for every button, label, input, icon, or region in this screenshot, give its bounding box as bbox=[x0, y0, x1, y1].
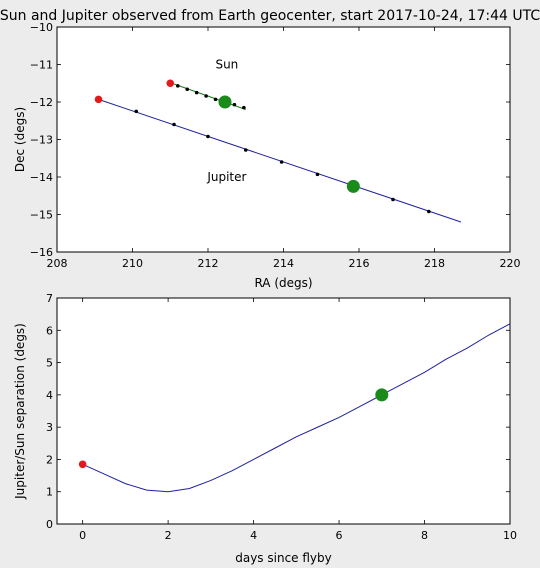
separation-y-tick-label: 5 bbox=[46, 357, 53, 370]
jupiter-daily-point bbox=[315, 172, 320, 177]
jupiter-daily-point bbox=[279, 160, 284, 164]
jupiter-daily-point bbox=[206, 134, 210, 139]
figure-title: Sun and Jupiter observed from Earth geoc… bbox=[0, 8, 540, 24]
sun-current-marker bbox=[218, 95, 232, 109]
sun-daily-point bbox=[204, 94, 208, 98]
jupiter-current-marker bbox=[346, 179, 360, 193]
separation-y-tick-label: 1 bbox=[46, 486, 53, 499]
jupiter-track-line bbox=[98, 98, 462, 223]
separation-x-tick-label: 6 bbox=[336, 529, 343, 542]
radec-x-tick-label: 218 bbox=[424, 257, 445, 270]
separation-y-tick-label: 3 bbox=[46, 421, 53, 434]
jupiter-start-marker bbox=[94, 95, 103, 104]
radec-y-tick-label: −13 bbox=[30, 134, 53, 147]
sun-daily-point bbox=[213, 97, 218, 102]
sun-start-marker bbox=[166, 79, 175, 88]
radec-y-tick-label: −10 bbox=[30, 21, 53, 34]
separation-plot-area bbox=[56, 297, 511, 525]
separation-y-tick-label: 6 bbox=[46, 324, 53, 337]
radec-plot-area bbox=[56, 26, 511, 253]
sun-daily-point bbox=[232, 102, 237, 107]
radec-y-tick-label: −14 bbox=[30, 171, 53, 184]
radec-x-tick-label: 212 bbox=[198, 257, 219, 270]
jupiter-daily-point bbox=[134, 109, 139, 114]
jupiter-daily-point bbox=[172, 122, 176, 127]
radec-x-tick-label: 210 bbox=[122, 257, 143, 270]
separation-x-tick-label: 8 bbox=[421, 529, 428, 542]
separation-chart: 0 2 4 6 8 10 0 1 2 3 4 5 6 7 days since flyby Jupiter/S… bbox=[13, 292, 517, 565]
radec-y-tick-label: −16 bbox=[30, 246, 53, 259]
radec-x-tick-label: 220 bbox=[500, 257, 521, 270]
radec-x-tick-label: 214 bbox=[273, 257, 294, 270]
radec-x-axis-label: RA (degs) bbox=[254, 276, 312, 290]
jupiter-daily-point bbox=[391, 197, 395, 202]
separation-x-axis-label: days since flyby bbox=[235, 551, 332, 565]
separation-y-tick-label: 4 bbox=[46, 389, 53, 402]
separation-line bbox=[82, 323, 511, 493]
separation-y-tick-label: 2 bbox=[46, 453, 53, 466]
separation-current-marker bbox=[375, 388, 389, 402]
separation-y-tick-label: 0 bbox=[46, 518, 53, 531]
sun-daily-point bbox=[242, 105, 246, 110]
separation-x-tick-label: 2 bbox=[165, 529, 172, 542]
jupiter-annotation: Jupiter bbox=[206, 170, 246, 184]
radec-x-tick-label: 208 bbox=[47, 257, 68, 270]
radec-y-tick-label: −15 bbox=[30, 209, 53, 222]
separation-start-marker bbox=[78, 460, 87, 469]
separation-y-tick-label: 7 bbox=[46, 292, 53, 305]
jupiter-daily-point bbox=[427, 209, 431, 214]
radec-y-tick-label: −11 bbox=[30, 59, 53, 72]
radec-y-tick-label: −12 bbox=[30, 96, 53, 109]
sun-daily-point bbox=[185, 87, 190, 92]
sun-annotation: Sun bbox=[215, 58, 238, 72]
separation-y-axis-label: Jupiter/Sun separation (degs) bbox=[13, 323, 27, 500]
radec-x-tick-label: 216 bbox=[349, 257, 370, 270]
jupiter-daily-point bbox=[243, 148, 248, 152]
separation-x-tick-label: 10 bbox=[503, 529, 517, 542]
sun-daily-point bbox=[176, 84, 180, 88]
separation-x-tick-label: 0 bbox=[79, 529, 86, 542]
radec-y-axis-label: Dec (degs) bbox=[13, 107, 27, 172]
sun-daily-point bbox=[194, 90, 199, 95]
separation-x-tick-label: 4 bbox=[250, 529, 257, 542]
radec-chart: 208 210 212 214 216 218 220 −16 −15 −14 −13 −12 −11 −… bbox=[13, 21, 521, 290]
